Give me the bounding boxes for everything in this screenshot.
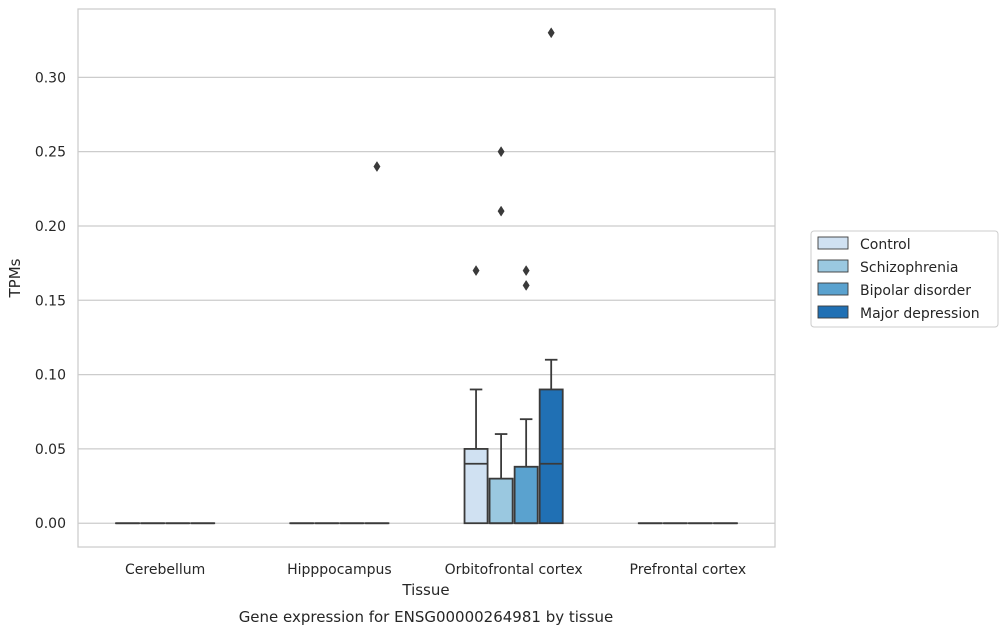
legend-swatch	[817, 282, 849, 296]
legend-swatch	[817, 259, 849, 273]
y-axis-label: TPMs	[6, 258, 24, 298]
outlier-point	[472, 265, 480, 277]
legend-label: Bipolar disorder	[860, 283, 971, 299]
y-tick-label: 0.25	[35, 145, 66, 161]
outlier-point	[522, 279, 530, 291]
y-tick-label: 0.00	[35, 516, 66, 532]
x-tick-label: Orbitofrontal cortex	[445, 562, 583, 578]
y-tick-label: 0.20	[35, 219, 66, 235]
box-bipolar-disorder	[513, 265, 539, 525]
plot-frame	[77, 8, 776, 548]
x-axis-label: Tissue	[401, 581, 449, 599]
outlier-point	[497, 205, 505, 217]
y-tick-label: 0.05	[35, 442, 66, 458]
legend-swatch	[817, 305, 849, 319]
legend-label: Major depression	[860, 306, 980, 322]
x-tick-labels: Cerebellum Hipppocampus Orbitofrontal cort…	[125, 562, 746, 578]
outlier-point	[497, 146, 505, 158]
boxes	[115, 27, 738, 525]
x-tick-label: Prefrontal cortex	[630, 562, 747, 578]
y-tick-label: 0.30	[35, 70, 66, 86]
box-control	[463, 265, 489, 525]
gridlines	[78, 76, 775, 524]
legend: Control Schizophrenia Bipolar disorder Majo…	[810, 230, 999, 328]
box-body	[463, 448, 489, 525]
box-schizophrenia	[488, 146, 514, 525]
box-body	[538, 388, 564, 525]
legend-swatch	[817, 236, 849, 250]
x-tick-label: Cerebellum	[125, 562, 205, 578]
box-major-depression	[364, 161, 390, 525]
y-tick-label: 0.15	[35, 293, 66, 309]
x-tick-label: Hipppocampus	[287, 562, 392, 578]
y-tick-label: 0.10	[35, 368, 66, 384]
outlier-point	[522, 265, 530, 277]
legend-frame	[810, 230, 999, 328]
legend-label: Control	[860, 237, 911, 253]
box-body	[488, 477, 514, 525]
chart-caption: Gene expression for ENSG00000264981 by t…	[239, 608, 614, 626]
outlier-point	[547, 27, 555, 39]
box-body	[513, 465, 539, 525]
y-tick-labels: 0.00 0.05 0.10 0.15 0.20 0.25 0.30	[35, 70, 66, 532]
box-major-depression	[538, 27, 564, 525]
outlier-point	[373, 161, 381, 172]
legend-label: Schizophrenia	[860, 260, 958, 276]
